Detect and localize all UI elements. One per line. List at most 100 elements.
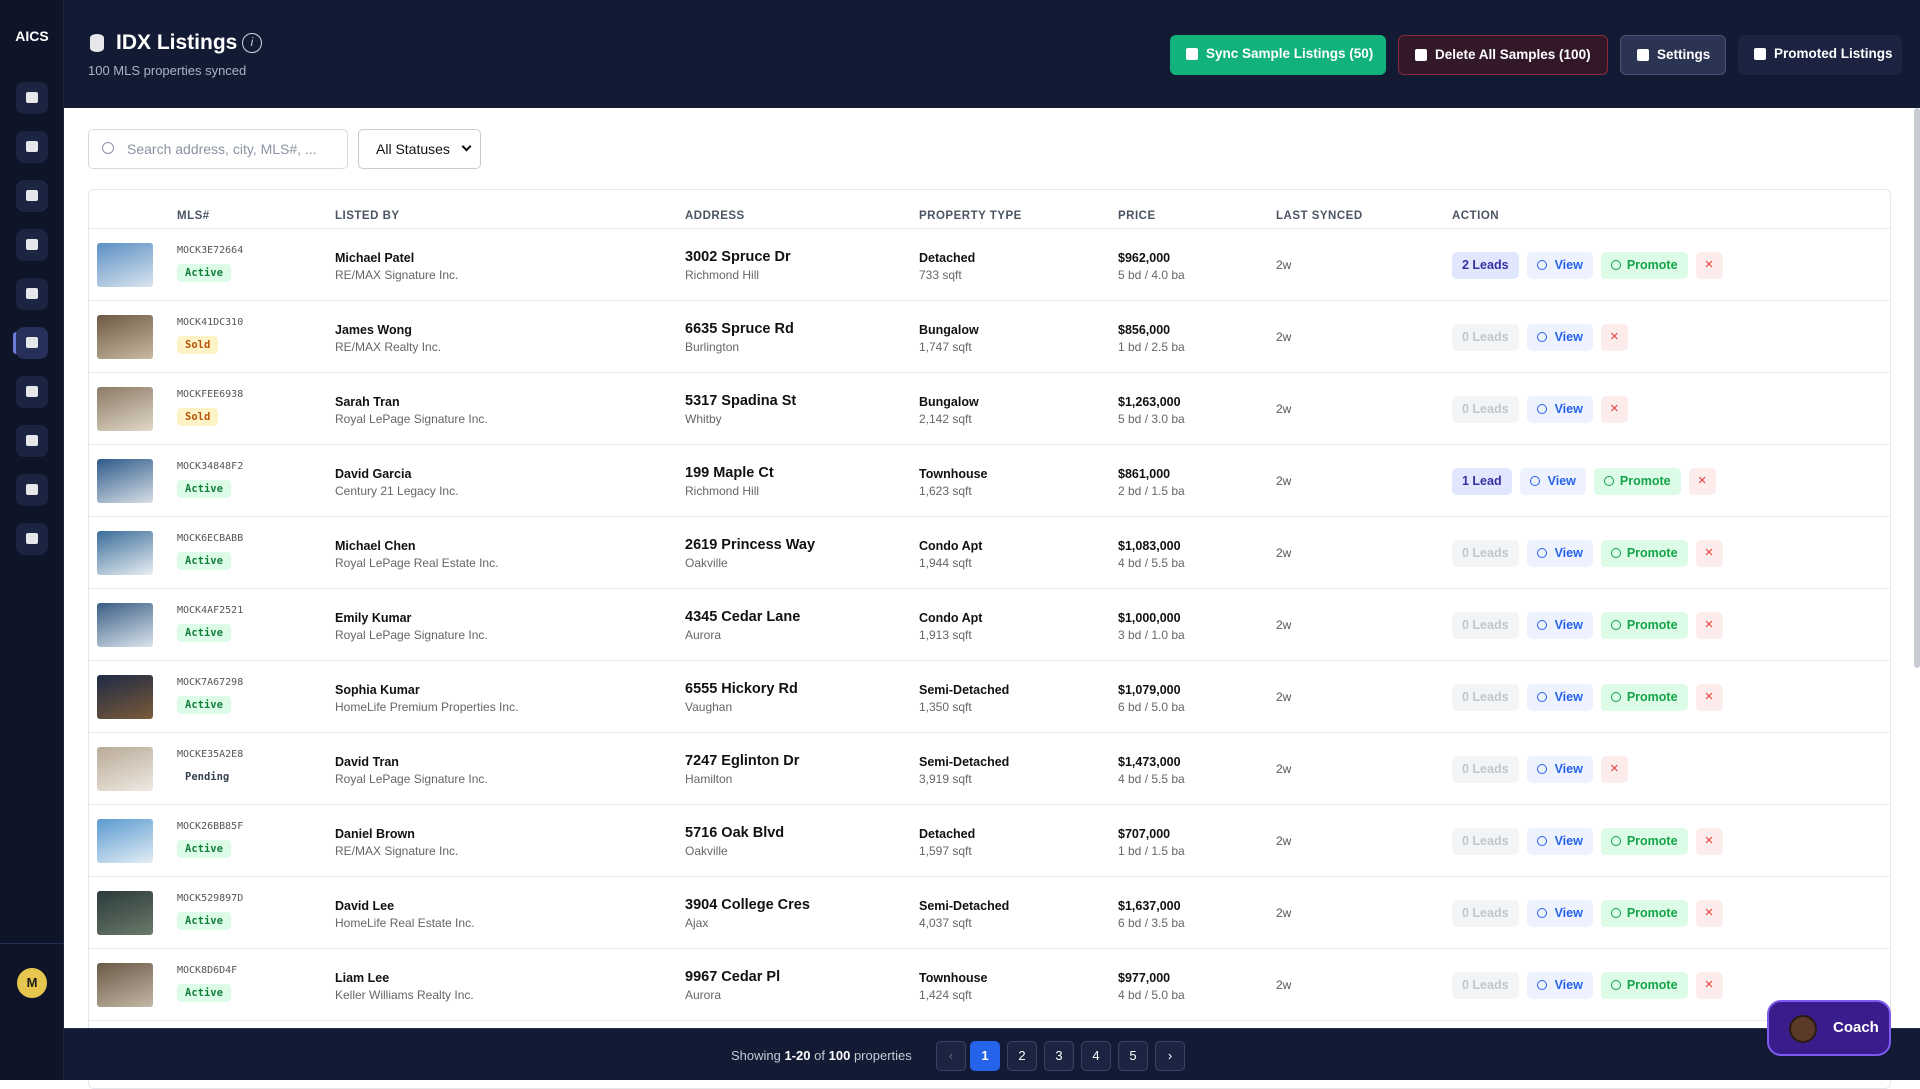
next-page[interactable]: › xyxy=(1155,1041,1185,1071)
coach-button[interactable]: Coach xyxy=(1767,1000,1891,1056)
listing-photo[interactable] xyxy=(97,243,153,287)
listing-photo[interactable] xyxy=(97,603,153,647)
leads-button[interactable]: 0 Leads xyxy=(1452,828,1519,855)
prev-page[interactable]: ‹ xyxy=(936,1041,966,1071)
button-label: Delete All Samples (100) xyxy=(1435,47,1591,62)
leads-button[interactable]: 2 Leads xyxy=(1452,252,1519,279)
listing-row[interactable]: MOCK3E72664 Active Michael Patel RE/MAX Sig… xyxy=(89,229,1890,301)
avatar[interactable]: M xyxy=(17,968,47,998)
action-button[interactable]: View xyxy=(1526,972,1593,999)
delete-button[interactable]: × xyxy=(1695,972,1723,999)
nav-home[interactable] xyxy=(16,180,48,212)
listing-row[interactable]: MOCK6ECBABB Active Michael Chen Royal LePag… xyxy=(89,517,1890,589)
listing-row[interactable]: MOCKFEE6938 Sold Sarah Tran Royal LePage Si… xyxy=(89,373,1890,445)
listing-photo[interactable] xyxy=(97,747,153,791)
delete-button[interactable]: × xyxy=(1695,612,1723,639)
action-button[interactable]: Promote xyxy=(1600,252,1688,279)
action-button[interactable]: View xyxy=(1526,324,1593,351)
page-button[interactable]: 3 xyxy=(1044,1041,1074,1071)
listing-photo[interactable] xyxy=(97,387,153,431)
action-button[interactable]: View xyxy=(1526,756,1593,783)
leads-button[interactable]: 1 Lead xyxy=(1452,468,1512,495)
last-synced: 2w xyxy=(1276,546,1292,560)
brokerage: Keller Williams Realty Inc. xyxy=(335,988,474,1002)
action-button[interactable]: Promote xyxy=(1600,540,1688,567)
nav-contacts[interactable] xyxy=(16,278,48,310)
leads-button[interactable]: 0 Leads xyxy=(1452,900,1519,927)
page-button[interactable]: 1 xyxy=(970,1041,1000,1071)
action-button[interactable]: View xyxy=(1526,612,1593,639)
listing-row[interactable]: MOCK26BB85F Active Daniel Brown RE/MAX Sign… xyxy=(89,805,1890,877)
listing-photo[interactable] xyxy=(97,459,153,503)
mls-number: MOCK3E72664 xyxy=(177,245,244,256)
leads-button[interactable]: 0 Leads xyxy=(1452,972,1519,999)
nav-bot2[interactable] xyxy=(16,474,48,506)
listing-photo[interactable] xyxy=(97,315,153,359)
nav-docs[interactable] xyxy=(16,425,48,457)
listing-row[interactable]: MOCK34848F2 Active David Garcia Century 21 … xyxy=(89,445,1890,517)
delete-button[interactable]: × xyxy=(1600,396,1628,423)
listing-photo[interactable] xyxy=(97,963,153,1007)
action-button[interactable]: View xyxy=(1526,396,1593,423)
action-button[interactable]: View xyxy=(1526,540,1593,567)
page-button[interactable]: 2 xyxy=(1007,1041,1037,1071)
nav-calendar[interactable] xyxy=(16,229,48,261)
delete-button[interactable]: × xyxy=(1695,828,1723,855)
header-button[interactable]: Delete All Samples (100) xyxy=(1398,35,1608,75)
delete-button[interactable]: × xyxy=(1695,540,1723,567)
delete-button[interactable]: × xyxy=(1600,324,1628,351)
nav-chat[interactable] xyxy=(16,376,48,408)
scrollbar[interactable] xyxy=(1914,108,1920,668)
leads-button[interactable]: 0 Leads xyxy=(1452,684,1519,711)
leads-button[interactable]: 0 Leads xyxy=(1452,540,1519,567)
listing-row[interactable]: MOCKE35A2E8 Pending David Tran Royal LePage… xyxy=(89,733,1890,805)
listing-row[interactable]: MOCK529897D Active David Lee HomeLife Real … xyxy=(89,877,1890,949)
rooms: 3 bd / 1.0 ba xyxy=(1118,628,1185,642)
action-button[interactable]: View xyxy=(1526,828,1593,855)
leads-button[interactable]: 0 Leads xyxy=(1452,396,1519,423)
listing-photo[interactable] xyxy=(97,891,153,935)
agent-name: Daniel Brown xyxy=(335,827,415,841)
leads-button[interactable]: 0 Leads xyxy=(1452,324,1519,351)
nav-folder[interactable] xyxy=(16,523,48,555)
listing-row[interactable]: MOCK8D6D4F Active Liam Lee Keller Williams … xyxy=(89,949,1890,1021)
search-input[interactable]: Search address, city, MLS#, ... xyxy=(88,129,348,169)
listing-photo[interactable] xyxy=(97,819,153,863)
listing-row[interactable]: MOCK41DC310 Sold James Wong RE/MAX Realty I… xyxy=(89,301,1890,373)
status-select[interactable]: All Statuses xyxy=(358,129,481,169)
action-button[interactable]: Promote xyxy=(1600,828,1688,855)
address: 5716 Oak Blvd xyxy=(685,825,785,841)
delete-button[interactable]: × xyxy=(1600,756,1628,783)
action-button[interactable]: Promote xyxy=(1600,972,1688,999)
delete-button[interactable]: × xyxy=(1688,468,1716,495)
header-button[interactable]: Promoted Listings xyxy=(1738,35,1902,75)
action-button[interactable]: Promote xyxy=(1600,684,1688,711)
leads-button[interactable]: 0 Leads xyxy=(1452,612,1519,639)
action-button[interactable]: Promote xyxy=(1600,900,1688,927)
leads-button[interactable]: 0 Leads xyxy=(1452,756,1519,783)
action-button[interactable]: View xyxy=(1519,468,1586,495)
info-icon[interactable]: i xyxy=(242,33,262,53)
nav-mail[interactable] xyxy=(16,82,48,114)
header-button[interactable]: Settings xyxy=(1620,35,1726,75)
nav-bot[interactable] xyxy=(16,131,48,163)
rooms: 2 bd / 1.5 ba xyxy=(1118,484,1185,498)
header-button[interactable]: Sync Sample Listings (50) xyxy=(1170,35,1386,75)
action-button[interactable]: View xyxy=(1526,684,1593,711)
action-button[interactable]: View xyxy=(1526,900,1593,927)
delete-button[interactable]: × xyxy=(1695,252,1723,279)
page-button[interactable]: 4 xyxy=(1081,1041,1111,1071)
action-button[interactable]: Promote xyxy=(1600,612,1688,639)
action-button[interactable]: Promote xyxy=(1593,468,1681,495)
listing-row[interactable]: MOCK7A67298 Active Sophia Kumar HomeLife Pr… xyxy=(89,661,1890,733)
listing-row[interactable]: MOCK4AF2521 Active Emily Kumar Royal LePage… xyxy=(89,589,1890,661)
listing-photo[interactable] xyxy=(97,675,153,719)
city: Aurora xyxy=(685,628,722,642)
delete-button[interactable]: × xyxy=(1695,684,1723,711)
page-button[interactable]: 5 xyxy=(1118,1041,1148,1071)
nav-listings[interactable] xyxy=(16,327,48,359)
delete-button[interactable]: × xyxy=(1695,900,1723,927)
action-button[interactable]: View xyxy=(1526,252,1593,279)
mls-number: MOCKE35A2E8 xyxy=(177,749,244,760)
listing-photo[interactable] xyxy=(97,531,153,575)
